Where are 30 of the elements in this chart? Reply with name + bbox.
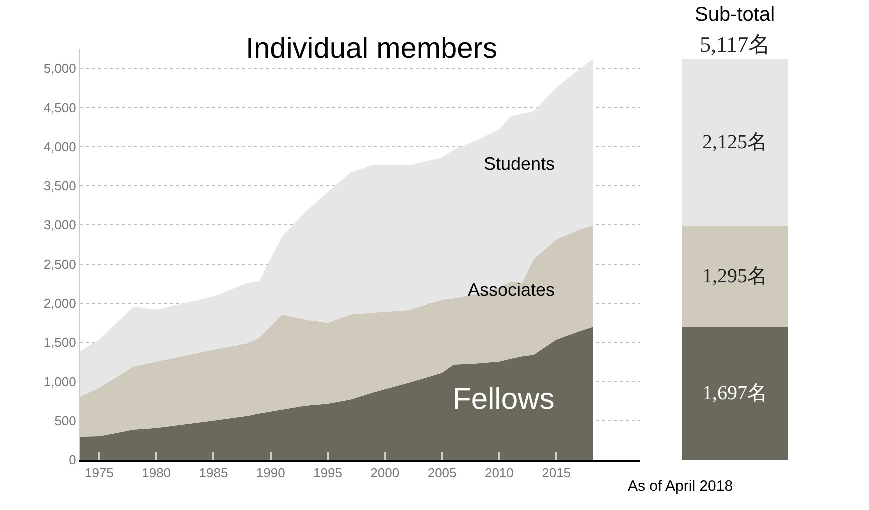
y-tick-label: 0 xyxy=(69,452,76,468)
x-tick-label: 1985 xyxy=(199,466,228,481)
y-tick-label: 4,000 xyxy=(44,139,76,154)
data-label: 2,125名 xyxy=(702,132,768,154)
series-label: Fellows xyxy=(453,383,555,416)
y-tick-label: 2,000 xyxy=(44,296,76,311)
x-tick-label: 1990 xyxy=(256,466,286,481)
text: As of April 2018 xyxy=(628,478,734,495)
x-tick-label: 2000 xyxy=(370,466,400,481)
y-tick-label: 5,000 xyxy=(44,61,76,76)
y-tick-label: 4,500 xyxy=(44,100,76,116)
series-label: Students xyxy=(484,154,556,174)
data-label: 1,697名 xyxy=(702,382,768,404)
x-tick-label: 1975 xyxy=(84,466,114,481)
y-tick-label: 3,500 xyxy=(44,178,76,194)
y-tick-label: 1,500 xyxy=(44,335,76,350)
x-tick-label: 1995 xyxy=(314,466,342,481)
x-tick-label: 2005 xyxy=(428,466,457,481)
y-tick-label: 1,000 xyxy=(44,374,76,390)
x-tick-label: 2010 xyxy=(484,466,514,481)
series-label: Associates xyxy=(468,280,556,300)
x-tick-label: 2015 xyxy=(542,466,572,481)
data-label: 1,295名 xyxy=(702,266,768,288)
y-tick-label: 2,500 xyxy=(44,256,76,272)
y-tick-label: 3,000 xyxy=(44,218,76,233)
y-tick-label: 500 xyxy=(54,413,76,428)
total-label: 5,117名 xyxy=(700,32,771,57)
chart-title: Sub-total xyxy=(695,4,776,26)
chart-title: Individual members xyxy=(246,33,498,65)
x-tick-label: 1980 xyxy=(142,466,172,481)
